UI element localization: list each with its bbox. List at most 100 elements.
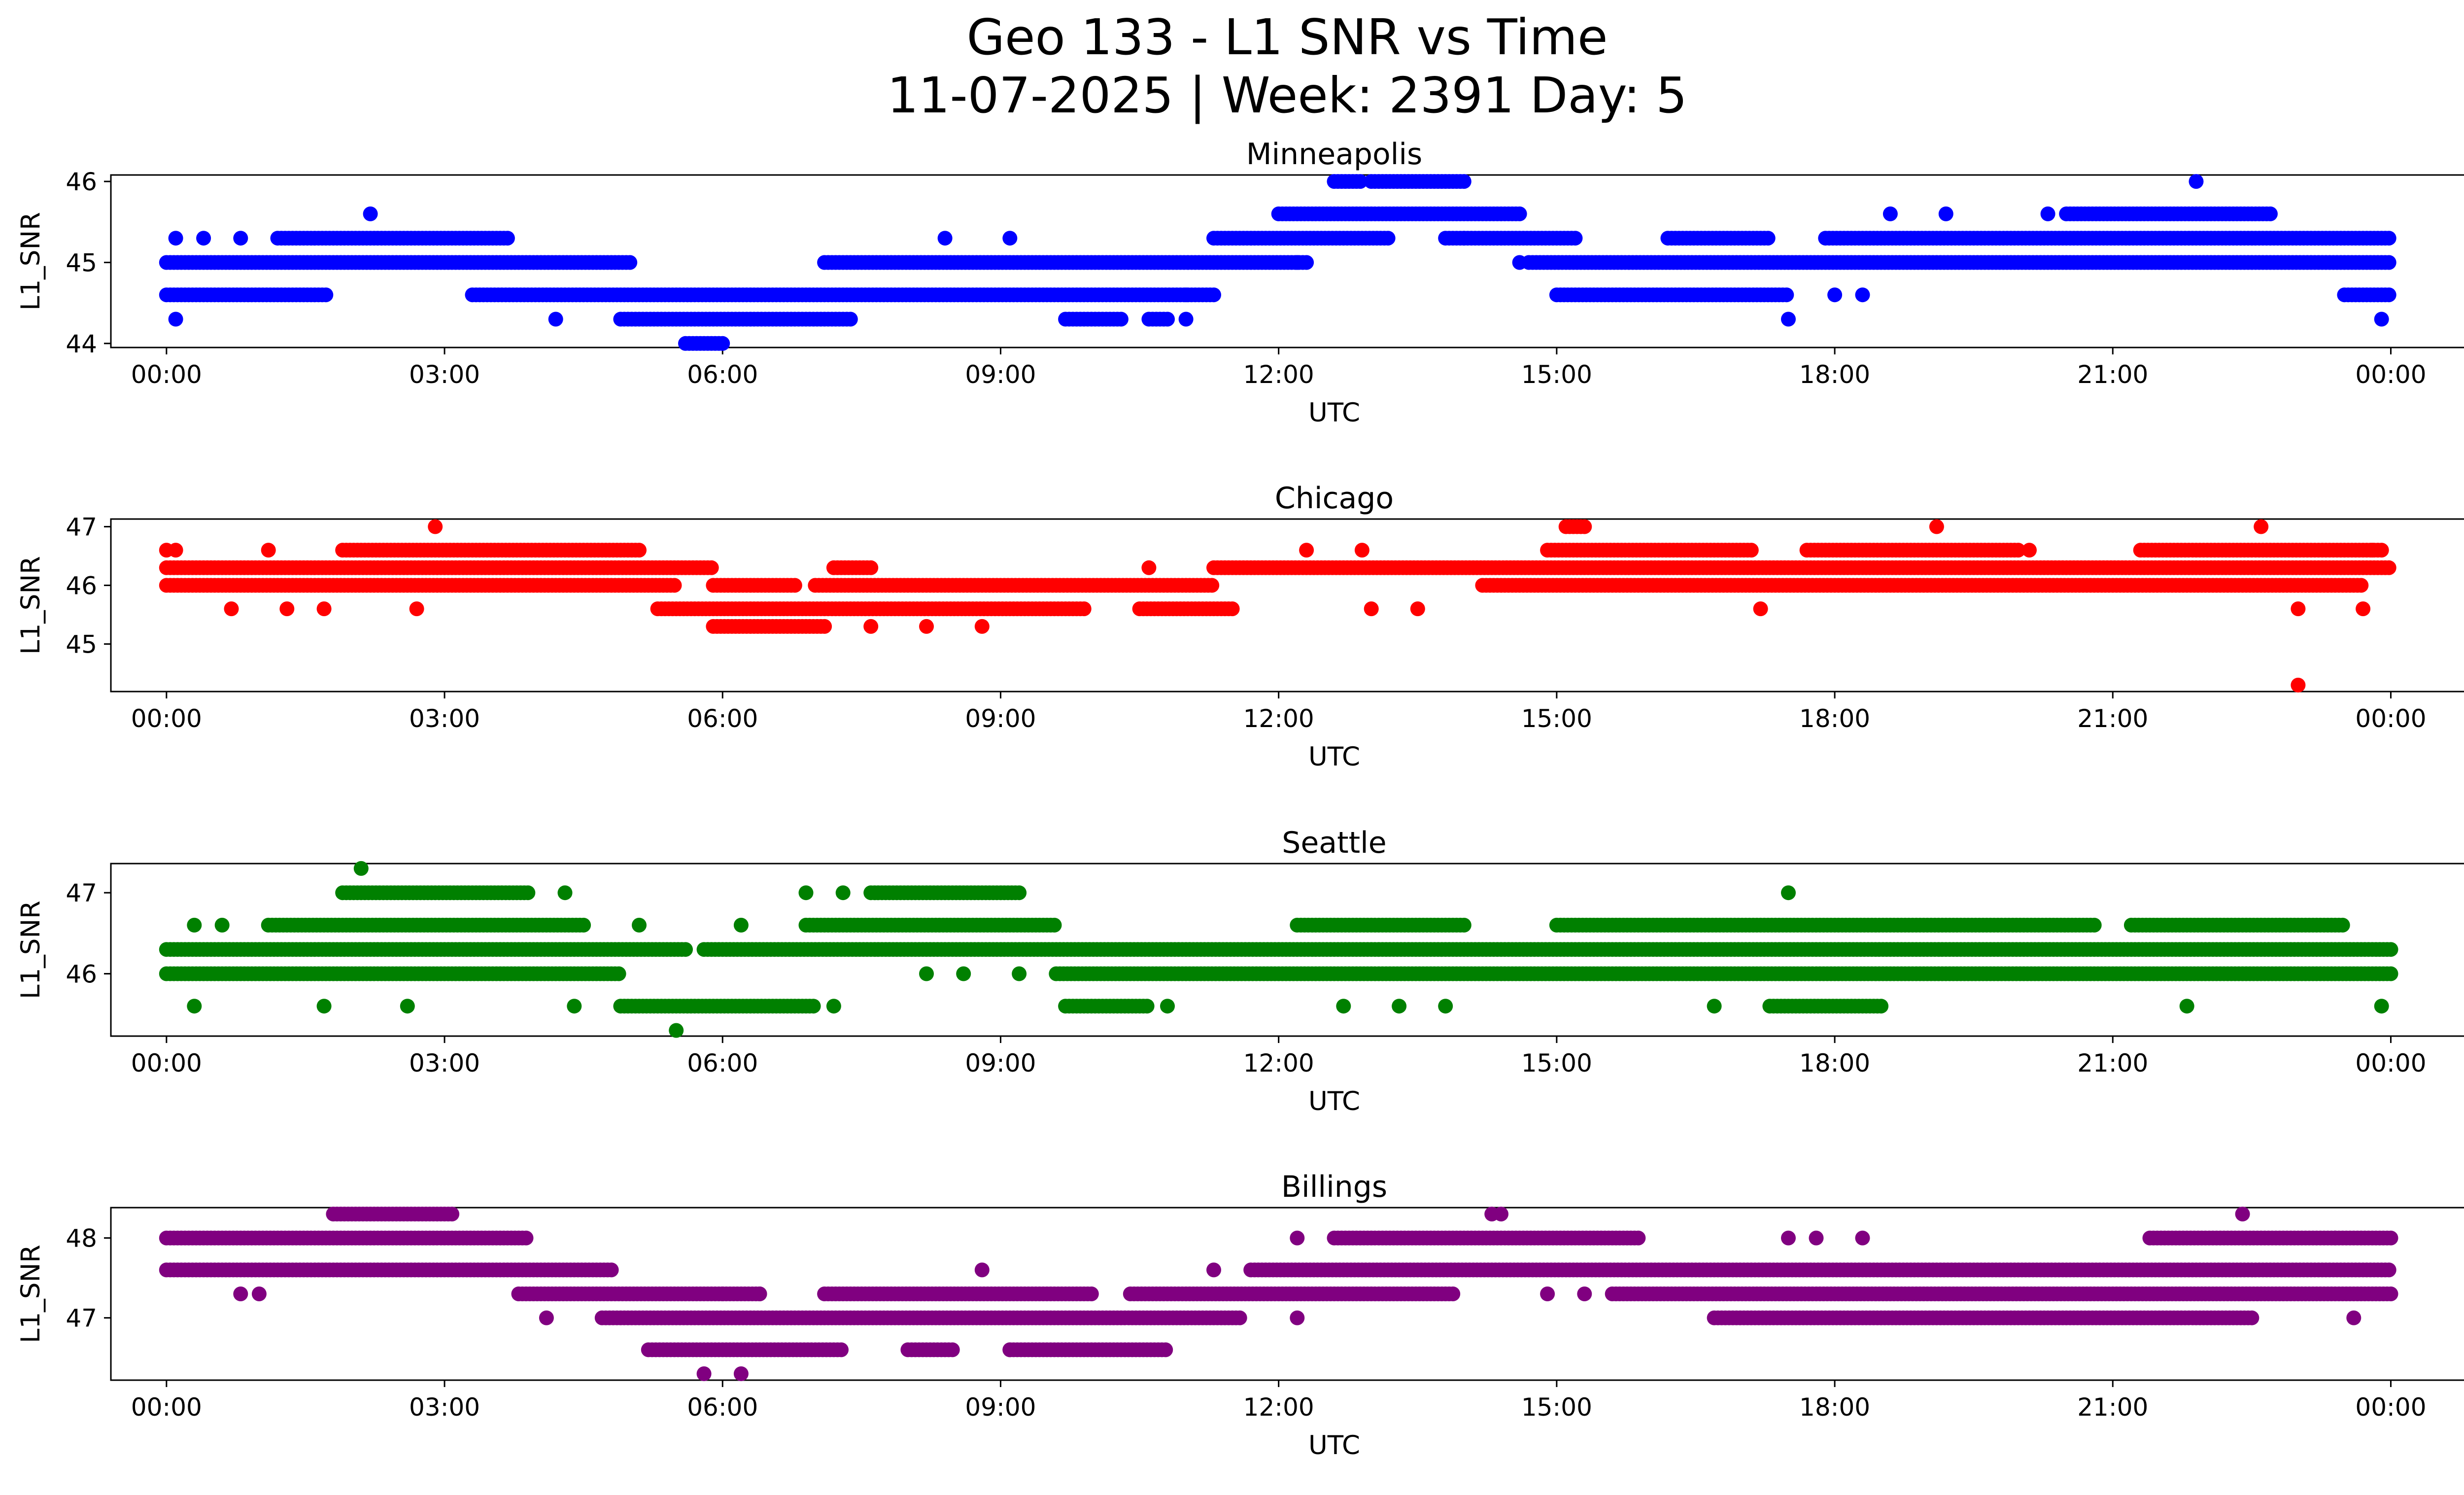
data-points-chicago — [159, 519, 2396, 693]
data-point — [168, 543, 183, 558]
data-point — [715, 336, 730, 351]
x-tick-label: 06:00 — [687, 1049, 758, 1078]
data-point — [353, 861, 369, 876]
data-point — [2354, 578, 2369, 593]
data-point — [2291, 677, 2306, 693]
data-point — [667, 578, 682, 593]
data-point — [632, 917, 647, 933]
x-tick-label: 00:00 — [2355, 1049, 2426, 1078]
data-point — [567, 999, 582, 1014]
x-tick-label: 00:00 — [131, 1393, 202, 1422]
data-point — [863, 560, 879, 575]
data-point — [428, 519, 443, 534]
x-tick-label: 03:00 — [409, 1393, 480, 1422]
x-tick-label: 06:00 — [687, 1393, 758, 1422]
data-point — [2291, 601, 2306, 617]
data-point — [2383, 966, 2398, 981]
data-point — [500, 231, 515, 246]
data-point — [919, 966, 934, 981]
data-point — [974, 619, 990, 634]
data-point — [2381, 231, 2396, 246]
data-point — [1139, 999, 1155, 1014]
data-point — [2381, 287, 2396, 303]
data-point — [1178, 287, 1194, 303]
x-axis-label: UTC — [1308, 1430, 1360, 1460]
data-point — [2364, 543, 2380, 558]
data-point — [518, 1230, 534, 1246]
y-axis-label: L1_SNR — [16, 556, 46, 655]
data-point — [1874, 999, 1889, 1014]
data-point — [2335, 917, 2350, 933]
data-point — [261, 543, 276, 558]
data-point — [214, 917, 230, 933]
data-point — [2374, 312, 2389, 327]
x-tick-label: 09:00 — [965, 704, 1036, 733]
data-point — [1438, 999, 1453, 1014]
figure-title-line2: 11-07-2025 | Week: 2391 Day: 5 — [887, 67, 1687, 124]
data-point — [1012, 966, 1027, 981]
data-point — [2383, 942, 2398, 957]
data-point — [2189, 174, 2204, 189]
data-point — [1392, 999, 1407, 1014]
data-point — [168, 231, 183, 246]
data-point — [1299, 543, 1314, 558]
data-point — [1290, 255, 1305, 270]
x-tick-label: 21:00 — [2077, 704, 2148, 733]
data-point — [2356, 601, 2371, 617]
data-point — [1938, 206, 1953, 221]
y-tick-label: 46 — [66, 960, 97, 988]
data-point — [826, 999, 841, 1014]
y-axis-label: L1_SNR — [16, 901, 46, 999]
x-tick-label: 21:00 — [2077, 1049, 2148, 1078]
y-tick-label: 48 — [66, 1224, 97, 1253]
data-point — [1929, 519, 1944, 534]
x-tick-label: 15:00 — [1521, 704, 1592, 733]
data-point — [316, 601, 332, 617]
data-point — [1380, 231, 1396, 246]
y-tick-label: 47 — [66, 879, 97, 907]
data-point — [2381, 560, 2396, 575]
y-tick-label: 46 — [66, 572, 97, 600]
data-point — [279, 601, 295, 617]
data-point — [400, 999, 415, 1014]
data-point — [187, 917, 202, 933]
x-tick-label: 21:00 — [2077, 360, 2148, 389]
x-tick-label: 12:00 — [1243, 704, 1314, 733]
data-point — [1012, 885, 1027, 901]
data-point — [835, 885, 851, 901]
data-point — [611, 966, 626, 981]
data-point — [548, 312, 563, 327]
data-point — [632, 543, 647, 558]
data-point — [187, 999, 202, 1014]
data-point — [1225, 601, 1240, 617]
y-axis-label: L1_SNR — [16, 1245, 46, 1343]
data-point — [1456, 231, 1472, 246]
data-point — [956, 966, 971, 981]
data-point — [1568, 231, 1583, 246]
data-point — [1744, 543, 1759, 558]
data-point — [2381, 255, 2396, 270]
data-point — [1206, 287, 1221, 303]
data-point — [168, 312, 183, 327]
x-tick-label: 00:00 — [2355, 1393, 2426, 1422]
data-point — [787, 578, 802, 593]
x-tick-label: 00:00 — [2355, 360, 2426, 389]
data-point — [196, 231, 211, 246]
data-point — [1781, 885, 1796, 901]
data-point — [1707, 999, 1722, 1014]
data-point — [576, 917, 591, 933]
x-tick-label: 15:00 — [1521, 360, 1592, 389]
data-point — [1178, 312, 1194, 327]
data-point — [233, 231, 248, 246]
x-axis-label: UTC — [1308, 398, 1360, 428]
data-point — [2374, 999, 2389, 1014]
data-points-minneapolis — [159, 174, 2396, 351]
x-tick-label: 03:00 — [409, 360, 480, 389]
data-point — [1141, 560, 1157, 575]
data-point — [1781, 312, 1796, 327]
data-point — [1160, 999, 1175, 1014]
data-point — [937, 231, 953, 246]
